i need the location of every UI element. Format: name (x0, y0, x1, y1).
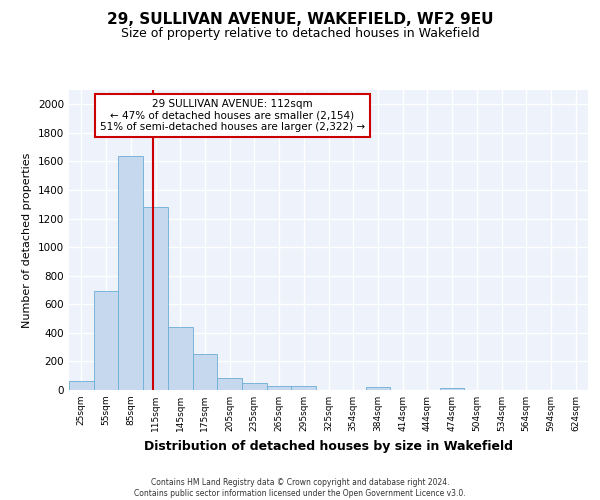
Bar (69, 380, 94, 390)
Text: Contains HM Land Registry data © Crown copyright and database right 2024.
Contai: Contains HM Land Registry data © Crown c… (134, 478, 466, 498)
Bar (168, 327, 193, 390)
Y-axis label: Number of detached properties: Number of detached properties (22, 152, 32, 328)
Text: 29 SULLIVAN AVENUE: 112sqm
← 47% of detached houses are smaller (2,154)
51% of s: 29 SULLIVAN AVENUE: 112sqm ← 47% of deta… (100, 99, 365, 132)
Bar (365, 387, 390, 390)
Text: Size of property relative to detached houses in Wakefield: Size of property relative to detached ho… (121, 28, 479, 40)
Bar (118, 156, 143, 390)
Bar (193, 354, 217, 390)
Bar (94, 292, 118, 390)
Bar (217, 378, 242, 390)
X-axis label: Distribution of detached houses by size in Wakefield: Distribution of detached houses by size … (144, 440, 513, 452)
Bar (242, 383, 267, 390)
Bar (292, 386, 316, 390)
Bar (143, 207, 168, 390)
Text: 29, SULLIVAN AVENUE, WAKEFIELD, WF2 9EU: 29, SULLIVAN AVENUE, WAKEFIELD, WF2 9EU (107, 12, 493, 28)
Bar (440, 388, 464, 390)
Bar (267, 386, 292, 390)
